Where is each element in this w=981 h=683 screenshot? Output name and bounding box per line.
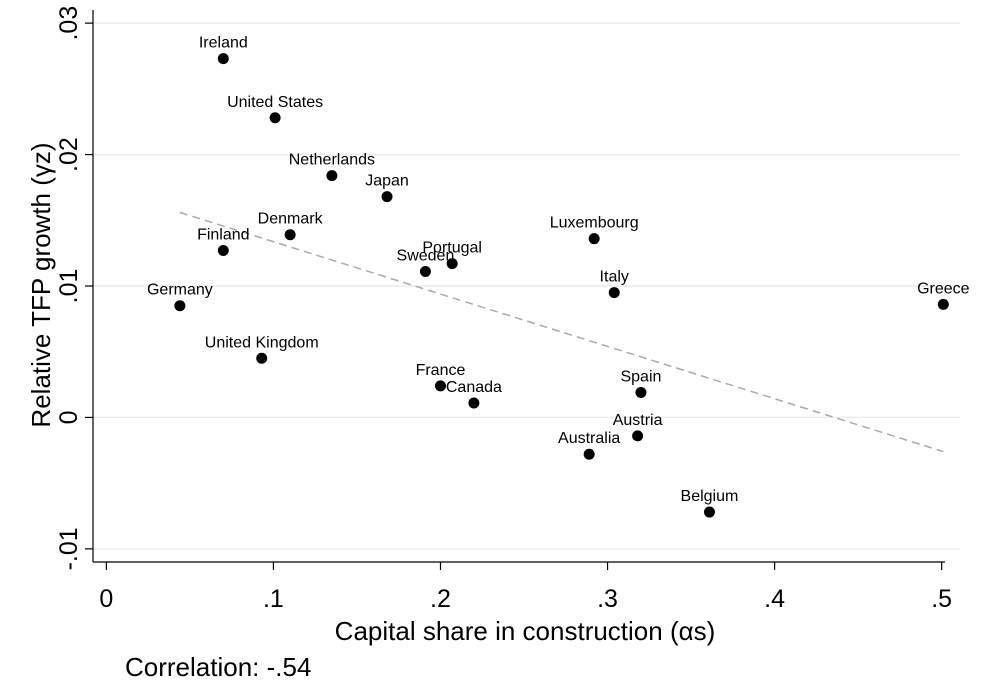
point (937, 298, 949, 310)
y-axis-title: Relative TFP growth (γz) (26, 142, 56, 427)
point (703, 506, 715, 518)
point-label: United Kingdom (205, 334, 319, 351)
y-tick-label: -.01 (55, 527, 83, 570)
point-label: Netherlands (289, 152, 375, 169)
point (434, 380, 446, 392)
point (174, 300, 186, 312)
point (419, 266, 431, 278)
y-tick-label: .02 (55, 137, 83, 172)
x-axis-title: Capital share in construction (αs) (335, 616, 716, 646)
fit-line (179, 211, 944, 453)
point-label: Belgium (681, 488, 739, 505)
y-tick-label: .03 (55, 6, 83, 41)
point-label: United States (227, 94, 323, 111)
point (217, 53, 229, 65)
point-label: Ireland (199, 35, 248, 52)
point (381, 191, 393, 203)
point (588, 233, 600, 245)
point-label: Denmark (258, 211, 324, 228)
point-label: Spain (620, 368, 661, 385)
point-label: Japan (365, 173, 409, 190)
point-label: Austria (613, 412, 663, 429)
point (446, 258, 458, 270)
point (256, 352, 268, 364)
point (632, 430, 644, 442)
point-label: Portugal (422, 240, 482, 257)
y-tick-label: 0 (55, 410, 83, 424)
x-tick-label: .3 (597, 585, 618, 613)
point-label: Luxembourg (550, 215, 639, 232)
note: Correlation: -.54 (125, 652, 311, 682)
point (284, 229, 296, 241)
point (269, 112, 281, 124)
point (608, 287, 620, 299)
x-tick-label: 0 (99, 585, 113, 613)
point (217, 245, 229, 257)
point (635, 386, 647, 398)
point-label: Italy (600, 269, 629, 286)
x-tick-label: .4 (764, 585, 785, 613)
point-label: Finland (197, 227, 249, 244)
point-label: Sweden (397, 248, 455, 265)
point-label: Greece (917, 280, 970, 297)
point-label: France (416, 362, 466, 379)
point-label: Germany (147, 282, 213, 299)
x-tick-label: .2 (430, 585, 451, 613)
x-tick-label: .5 (931, 585, 952, 613)
point (583, 448, 595, 460)
y-tick-label: .01 (55, 269, 83, 304)
point (326, 170, 338, 182)
point-label: Canada (446, 379, 502, 396)
x-tick-label: .1 (263, 585, 284, 613)
point (468, 397, 480, 409)
point-label: Australia (558, 430, 620, 447)
